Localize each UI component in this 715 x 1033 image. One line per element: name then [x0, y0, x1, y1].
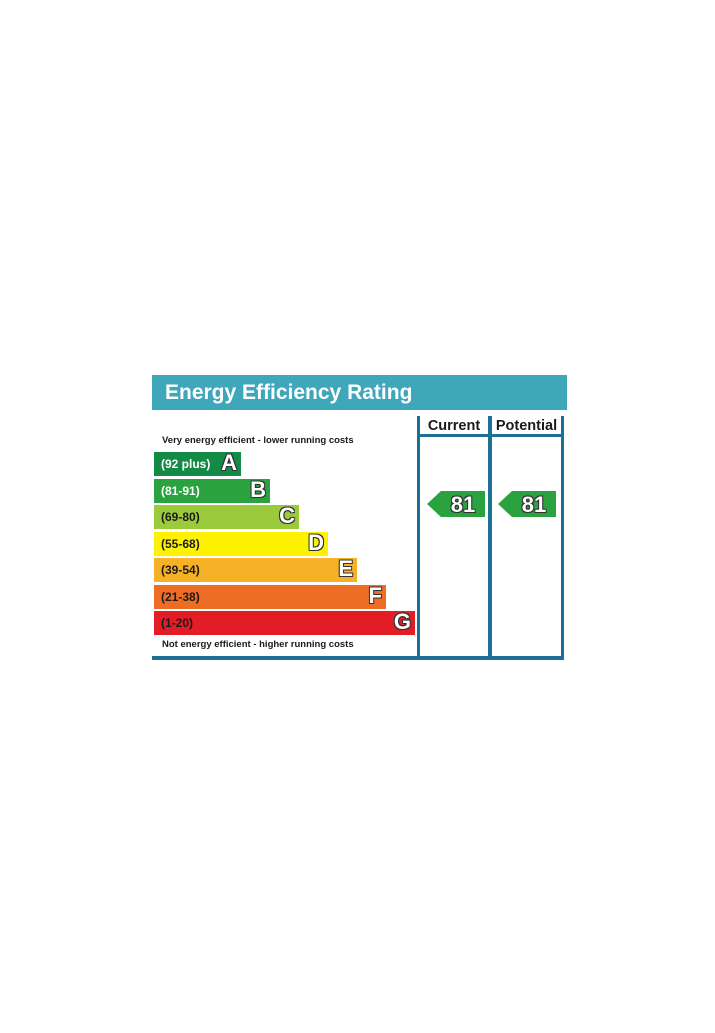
column-header-potential: Potential [495, 418, 558, 434]
chart-title: Energy Efficiency Rating [152, 375, 567, 410]
column-header-current: Current [427, 418, 481, 434]
band-c: (69-80) C [154, 503, 299, 529]
band-b-letter: B [250, 476, 266, 502]
band-a: (92 plus) A [154, 450, 241, 476]
band-b-range: (81-91) [161, 483, 200, 498]
top-note: Very energy efficient - lower running co… [162, 435, 354, 446]
potential-rating-arrow: 81 [498, 491, 556, 517]
band-e-range: (39-54) [161, 563, 200, 577]
band-e-letter: E [338, 556, 353, 581]
band-d-letter: D [308, 529, 324, 555]
band-f-range: (21-38) [161, 589, 200, 604]
potential-arrow-shape [498, 491, 556, 517]
band-c-range: (69-80) [161, 510, 200, 524]
band-a-range: (92 plus) [161, 457, 211, 471]
band-g-letter: G [393, 609, 411, 634]
band-f: (21-38) F [154, 582, 386, 609]
frame-left-divider [417, 416, 420, 660]
current-rating-arrow: 81 [427, 491, 485, 517]
frame-middle-divider [488, 416, 492, 660]
band-g-range: (1-20) [161, 616, 194, 630]
frame-bottom-border [152, 656, 564, 660]
band-f-letter: F [368, 582, 382, 608]
potential-rating-value: 81 [521, 492, 547, 517]
band-a-letter: A [221, 450, 237, 475]
band-b: (81-91) B [154, 476, 270, 503]
band-g: (1-20) G [154, 609, 415, 635]
band-e: (39-54) E [154, 556, 357, 582]
band-d: (55-68) D [154, 529, 328, 556]
band-d-range: (55-68) [161, 536, 200, 551]
frame-right-border [561, 416, 564, 660]
frame-header-underline [417, 434, 564, 437]
energy-efficiency-chart: Energy Efficiency Rating Current Potenti… [152, 375, 567, 660]
bottom-note: Not energy efficient - higher running co… [162, 639, 354, 650]
current-arrow-shape [427, 491, 485, 517]
band-c-letter: C [279, 503, 295, 528]
current-rating-value: 81 [450, 492, 476, 517]
